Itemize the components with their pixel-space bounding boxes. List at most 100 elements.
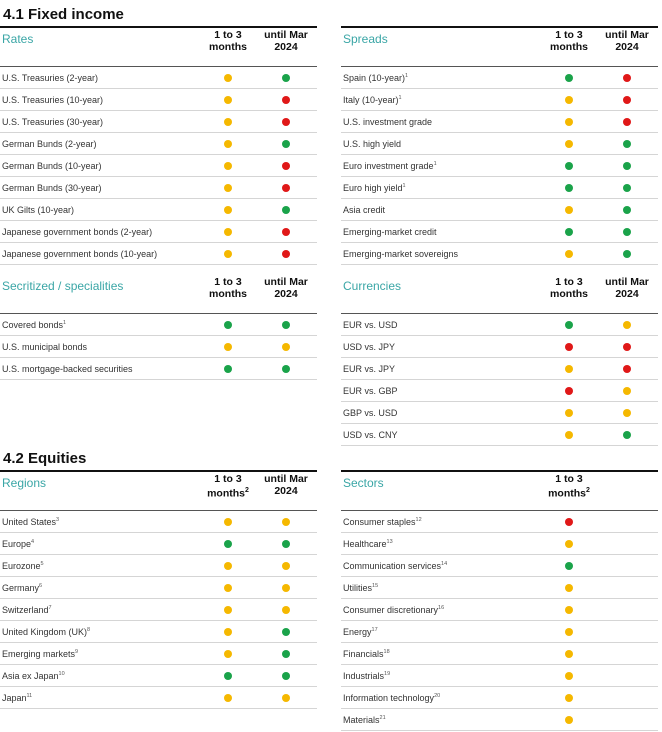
footnote-marker: 15 (372, 583, 379, 589)
footnote-marker: 12 (415, 517, 422, 523)
panel-header: Regions 1 to 3 months2 until Mar 2024 (0, 473, 317, 511)
row-label-text: Eurozone (2, 561, 41, 571)
table-row: U.S. Treasuries (30-year) (0, 111, 317, 133)
row-label: German Bunds (2-year) (2, 139, 97, 149)
row-label: Consumer staples12 (343, 517, 422, 527)
signal-dot-green (282, 140, 290, 148)
signal-dot-yellow (565, 694, 573, 702)
signal-dot-yellow (565, 650, 573, 658)
row-label: Asia ex Japan10 (2, 671, 65, 681)
row-label: USD vs. CNY (343, 430, 398, 440)
footnote-marker: 6 (39, 583, 43, 589)
table-row: Emerging markets9 (0, 643, 317, 665)
signal-dot-yellow (224, 96, 232, 104)
row-label-text: Asia credit (343, 205, 386, 215)
signal-dot-yellow (565, 716, 573, 724)
signal-dot-green (282, 74, 290, 82)
section-rule (0, 470, 317, 472)
table-row: United Kingdom (UK)8 (0, 621, 317, 643)
footnote-marker: 8 (87, 627, 91, 633)
row-label-text: Emerging markets (2, 649, 76, 659)
row-label: EUR vs. USD (343, 320, 398, 330)
footnote-marker: 4 (31, 539, 35, 545)
table-row: Consumer staples12 (341, 511, 658, 533)
row-label: GBP vs. USD (343, 408, 397, 418)
signal-dot-red (282, 162, 290, 170)
signal-dot-green (565, 162, 573, 170)
row-label-text: U.S. high yield (343, 139, 402, 149)
row-label-text: EUR vs. JPY (343, 364, 396, 374)
footnote-marker: 11 (26, 693, 33, 699)
panel-title: Regions (2, 476, 47, 490)
table-row: EUR vs. USD (341, 314, 658, 336)
footnote-marker: 1 (433, 161, 437, 167)
row-label: Materials21 (343, 715, 386, 725)
signal-dot-green (623, 228, 631, 236)
table-row: Switzerland7 (0, 599, 317, 621)
signal-dot-yellow (623, 387, 631, 395)
footnote-marker: 17 (371, 627, 378, 633)
row-label-text: GBP vs. USD (343, 408, 398, 418)
footnote-marker: 7 (48, 605, 52, 611)
signal-dot-yellow (623, 409, 631, 417)
footnote-marker: 1 (402, 183, 406, 189)
table-row: Materials21 (341, 709, 658, 731)
row-label-text: United Kingdom (UK) (2, 627, 88, 637)
row-label-text: U.S. municipal bonds (2, 342, 88, 352)
table-row: Asia credit (341, 199, 658, 221)
table-row: German Bunds (2-year) (0, 133, 317, 155)
table-row: Utilities15 (341, 577, 658, 599)
panel-title: Rates (2, 32, 34, 46)
row-label: Switzerland7 (2, 605, 52, 615)
table-row: Consumer discretionary16 (341, 599, 658, 621)
footnote-marker: 1 (405, 73, 409, 79)
column-header-1-to-3-months: 1 to 3 months (198, 276, 258, 300)
signal-dot-yellow (282, 518, 290, 526)
table-row: UK Gilts (10-year) (0, 199, 317, 221)
table-row: Euro high yield1 (341, 177, 658, 199)
footnote-marker: 10 (58, 671, 65, 677)
footnote-marker: 20 (434, 693, 441, 699)
rates-panel: Rates 1 to 3 months until Mar 2024 U.S. Tre… (0, 29, 317, 265)
table-row: EUR vs. GBP (341, 380, 658, 402)
row-label-text: Emerging-market sovereigns (343, 249, 459, 259)
signal-dot-yellow (224, 694, 232, 702)
table-row: Healthcare13 (341, 533, 658, 555)
column-header-text: 1 to 3 months (209, 276, 247, 300)
row-label: EUR vs. JPY (343, 364, 395, 374)
column-header-text: 1 to 3 months (548, 473, 586, 500)
signal-dot-yellow (282, 694, 290, 702)
row-label: U.S. mortgage-backed securities (2, 364, 133, 374)
footnote-marker: 5 (40, 561, 44, 567)
column-header-1-to-3-months: 1 to 3 months2 (198, 473, 258, 500)
signal-dot-green (623, 184, 631, 192)
signal-dot-green (282, 365, 290, 373)
signal-dot-green (282, 321, 290, 329)
signal-dot-green (282, 628, 290, 636)
footnote-marker: 1 (398, 95, 402, 101)
row-label-text: German Bunds (10-year) (2, 161, 102, 171)
row-label-text: Germany (2, 583, 40, 593)
table-row: Japanese government bonds (10-year) (0, 243, 317, 265)
signal-dot-yellow (565, 96, 573, 104)
signal-dot-yellow (282, 584, 290, 592)
signal-dot-red (282, 228, 290, 236)
table-row: Japan11 (0, 687, 317, 709)
row-label: Japanese government bonds (10-year) (2, 249, 157, 259)
table-row: Emerging-market sovereigns (341, 243, 658, 265)
signal-dot-red (565, 518, 573, 526)
row-label: Germany6 (2, 583, 42, 593)
row-label: Emerging markets9 (2, 649, 78, 659)
signal-dot-yellow (224, 206, 232, 214)
signal-dot-green (224, 321, 232, 329)
signal-dot-green (282, 206, 290, 214)
table-row: Germany6 (0, 577, 317, 599)
table-row: Communication services14 (341, 555, 658, 577)
row-label-text: Euro high yield (343, 183, 403, 193)
signal-dot-yellow (224, 584, 232, 592)
signal-dot-yellow (224, 250, 232, 258)
row-label: Japan11 (2, 693, 32, 703)
signal-dot-yellow (565, 672, 573, 680)
table-row: U.S. Treasuries (10-year) (0, 89, 317, 111)
row-label-text: EUR vs. GBP (343, 386, 398, 396)
